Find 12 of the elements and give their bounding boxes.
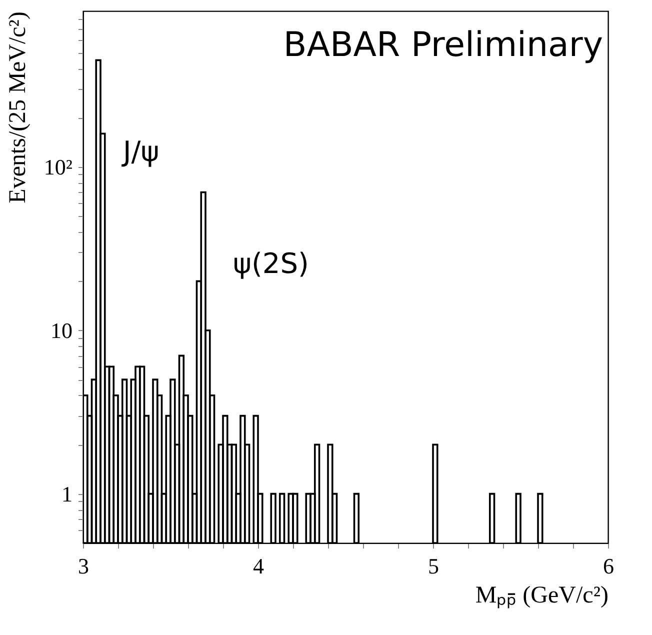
x-tick-label: 4: [253, 554, 264, 578]
x-tick-label: 6: [603, 554, 614, 578]
x-axis-title: Mₚₚ̄ (GeV/c²): [475, 582, 608, 608]
x-tick-label: 3: [78, 554, 89, 578]
annotation: BABAR Preliminary: [283, 25, 603, 65]
y-tick-label: 10²: [44, 154, 73, 180]
y-tick-label: 10: [50, 318, 72, 343]
y-tick-label: 1: [62, 481, 72, 506]
x-tick-label: 5: [428, 554, 439, 578]
y-axis-title: Events/(25 MeV/c²): [4, 12, 31, 204]
annotation: J/ψ: [121, 135, 160, 168]
annotation: ψ(2S): [233, 247, 309, 280]
